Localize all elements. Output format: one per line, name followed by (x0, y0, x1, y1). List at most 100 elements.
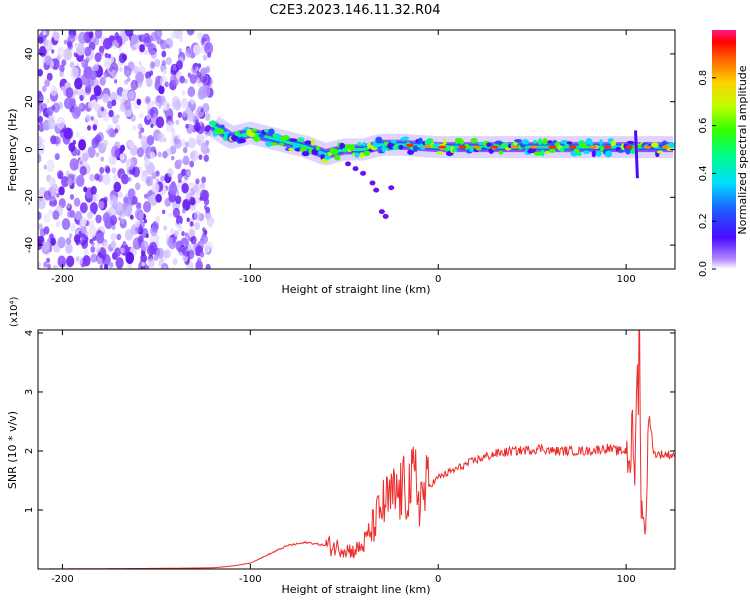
heatmap-trace-cell (540, 149, 545, 157)
heatmap-noise-cell (132, 125, 137, 131)
heatmap-noise-cell (78, 139, 87, 151)
heatmap-trace-cell (650, 142, 659, 148)
heatmap-noise-cell (38, 68, 43, 77)
heatmap-noise-cell (196, 197, 201, 204)
heatmap-noise-cell (145, 71, 151, 80)
heatmap-noise-cell (197, 257, 202, 264)
heatmap-noise-cell (73, 89, 78, 95)
heatmap-noise-cell (63, 127, 73, 140)
heatmap-noise-cell (203, 243, 211, 254)
heatmap-noise-cell (150, 199, 156, 206)
heatmap-noise-cell (175, 60, 183, 70)
heatmap-trace-cell (626, 140, 635, 145)
heatmap-noise-cell (116, 114, 120, 120)
heatmap-noise-cell (164, 81, 169, 88)
heatmap-noise-cell (88, 41, 96, 51)
heatmap-noise-cell (140, 127, 145, 134)
heatmap-noise-cell (88, 31, 94, 39)
heatmap-noise-cell (195, 260, 203, 269)
heatmap-noise-cell (114, 79, 118, 84)
heatmap-noise-cell (163, 137, 167, 143)
heatmap-trace-cell (610, 140, 617, 147)
heatmap-noise-cell (131, 195, 138, 205)
heatmap-noise-cell (196, 106, 205, 118)
heatmap-peak-cell (643, 145, 652, 149)
heatmap-noise-cell (138, 61, 142, 66)
heatmap-noise-cell (140, 253, 147, 263)
heatmap-peak-cell (458, 145, 467, 149)
heatmap-trace-cell (282, 134, 290, 141)
heatmap-noise-cell (136, 147, 144, 158)
heatmap-noise-cell (132, 65, 139, 74)
heatmap-noise-cell (82, 255, 91, 267)
heatmap-noise-cell (160, 175, 165, 182)
heatmap-noise-cell (83, 186, 88, 193)
heatmap-noise-cell (138, 134, 142, 139)
heatmap-noise-cell (174, 138, 182, 149)
heatmap-noise-cell (192, 44, 201, 56)
heatmap-noise-cell (112, 173, 118, 182)
snr-y-tick-label: 3 (24, 389, 35, 395)
heatmap-noise-cell (187, 246, 192, 252)
heatmap-noise-cell (171, 155, 175, 161)
heatmap-noise-cell (147, 43, 157, 56)
heatmap-noise-cell (63, 39, 68, 45)
heatmap-noise-cell (56, 46, 66, 59)
heatmap-noise-cell (111, 145, 120, 158)
heatmap-noise-cell (186, 217, 190, 223)
heatmap-noise-cell (94, 30, 103, 40)
heatmap-noise-cell (111, 99, 117, 107)
heatmap-noise-cell (127, 90, 135, 100)
heatmap-noise-cell (200, 142, 209, 154)
heatmap-trace-cell (381, 145, 386, 153)
heatmap-noise-cell (80, 225, 87, 234)
heatmap-y-ticks: -40 -20 0 20 40 (24, 48, 675, 253)
snr-panel: -200 -100 0 100 1 2 3 4 Height of straight lin… (6, 296, 676, 596)
heatmap-noise-cell (162, 69, 167, 75)
heatmap-noise-cell (202, 54, 208, 61)
heatmap-noise-cell (109, 67, 113, 72)
heatmap-trace-cell (668, 142, 675, 148)
heatmap-trace-cell (436, 151, 444, 155)
heatmap-noise-cell (182, 155, 190, 166)
heatmap-noise-cell (143, 219, 147, 224)
heatmap-branch-cell (373, 187, 380, 193)
heatmap-trace-cell (533, 151, 542, 156)
heatmap-noise-cell (141, 261, 145, 267)
heatmap-noise-cell (89, 202, 98, 214)
heatmap-x-label: Height of straight line (km) (281, 283, 430, 296)
heatmap-noise-cell (174, 230, 179, 237)
heatmap-noise-cell (167, 168, 174, 178)
heatmap-noise-cell (90, 116, 94, 121)
colorbar: 0.0 0.2 0.4 0.6 0.8 Normalized spectral ampl… (698, 30, 749, 277)
heatmap-noise-cell (172, 64, 178, 71)
heatmap-noise-cell (136, 98, 142, 106)
heatmap-noise-cell (202, 130, 209, 140)
heatmap-noise-cell (96, 232, 105, 244)
heatmap-branch-cell (345, 161, 352, 167)
heatmap-trace-cell (514, 139, 523, 143)
snr-x-tick-label: -200 (51, 574, 74, 585)
heatmap-noise-cell (188, 137, 197, 149)
colorbar-tick-label: 0.6 (698, 118, 709, 134)
heatmap-noise-cell (66, 255, 75, 268)
heatmap-noise-cell (172, 207, 180, 218)
heatmap-noise-cell (156, 178, 160, 183)
heatmap-trace-cell (566, 141, 573, 145)
heatmap-noise-cell (99, 264, 104, 269)
heatmap-noise-cell (95, 214, 102, 224)
heatmap-noise-cell (121, 89, 130, 101)
heatmap-spike (634, 130, 639, 179)
heatmap-noise-cell (197, 31, 203, 40)
heatmap-noise-cell (73, 234, 81, 244)
heatmap-noise-cell (185, 123, 189, 129)
heatmap-noise-cell (155, 234, 160, 241)
heatmap-noise-cell (143, 193, 148, 199)
heatmap-trace-cell (317, 150, 323, 155)
heatmap-noise-cell (162, 209, 166, 215)
heatmap-noise-cell (46, 257, 51, 264)
heatmap-peak-cell (490, 145, 499, 149)
heatmap-noise-cell (135, 71, 144, 84)
heatmap-noise-cell (68, 233, 73, 239)
heatmap-noise-cell (120, 247, 125, 254)
